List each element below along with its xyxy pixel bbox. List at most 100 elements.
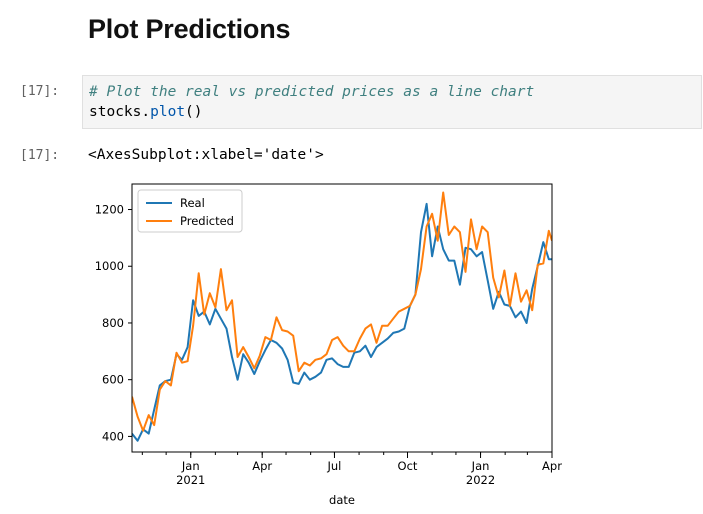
data-point-real — [492, 308, 494, 310]
data-point-predicted — [370, 323, 372, 325]
data-point-real — [197, 315, 199, 317]
data-point-predicted — [459, 231, 461, 233]
data-point-real — [542, 241, 544, 243]
data-point-real — [514, 316, 516, 318]
data-point-predicted — [475, 248, 477, 250]
x-tick-label: Oct — [398, 459, 418, 473]
y-tick-label: 800 — [102, 316, 124, 330]
data-point-real — [342, 366, 344, 368]
data-point-predicted — [486, 231, 488, 233]
data-point-real — [425, 203, 427, 205]
data-point-real — [159, 384, 161, 386]
data-point-predicted — [520, 300, 522, 302]
data-point-real — [286, 359, 288, 361]
data-point-predicted — [181, 361, 183, 363]
data-point-real — [236, 378, 238, 380]
data-point-predicted — [381, 325, 383, 327]
data-point-predicted — [414, 293, 416, 295]
data-point-predicted — [386, 325, 388, 327]
data-point-real — [459, 283, 461, 285]
code-comment: # Plot the real vs predicted prices as a… — [89, 84, 535, 100]
data-point-predicted — [336, 336, 338, 338]
data-point-predicted — [225, 309, 227, 311]
x-tick-label: Jan — [471, 459, 490, 473]
data-point-real — [220, 318, 222, 320]
data-point-predicted — [186, 360, 188, 362]
x-axis-label: date — [329, 493, 355, 507]
data-point-predicted — [342, 344, 344, 346]
data-point-real — [331, 357, 333, 359]
plot-area — [132, 191, 552, 442]
data-point-predicted — [353, 350, 355, 352]
code-function: plot — [150, 104, 186, 120]
data-point-real — [531, 288, 533, 290]
data-point-predicted — [492, 276, 494, 278]
data-point-real — [242, 353, 244, 355]
data-point-real — [275, 342, 277, 344]
data-point-predicted — [153, 424, 155, 426]
data-point-predicted — [292, 335, 294, 337]
data-point-predicted — [542, 262, 544, 264]
data-point-predicted — [548, 230, 550, 232]
data-point-predicted — [531, 309, 533, 311]
data-point-real — [348, 366, 350, 368]
data-point-real — [225, 327, 227, 329]
data-point-predicted — [409, 305, 411, 307]
data-point-real — [231, 356, 233, 358]
data-point-real — [136, 439, 138, 441]
x-tick-label: Apr — [542, 459, 562, 473]
code-comment-line: # Plot the real vs predicted prices as a… — [89, 82, 701, 102]
data-point-real — [481, 251, 483, 253]
data-point-predicted — [320, 357, 322, 359]
plot-frame — [131, 183, 553, 453]
data-point-predicted — [248, 356, 250, 358]
data-point-real — [475, 255, 477, 257]
data-point-real — [386, 337, 388, 339]
data-point-predicted — [436, 240, 438, 242]
data-point-real — [248, 361, 250, 363]
data-point-predicted — [392, 318, 394, 320]
data-point-predicted — [281, 329, 283, 331]
x-tick-label: Apr — [252, 459, 272, 473]
x-tick-label: Jul — [327, 459, 342, 473]
data-point-predicted — [214, 306, 216, 308]
data-point-real — [370, 356, 372, 358]
legend-label-real: Real — [180, 196, 205, 210]
x-tick-year-label: 2021 — [176, 473, 205, 487]
data-point-real — [314, 376, 316, 378]
y-tick-label: 1000 — [95, 259, 124, 273]
data-point-real — [431, 255, 433, 257]
data-point-predicted — [264, 336, 266, 338]
data-point-predicted — [537, 264, 539, 266]
data-point-predicted — [470, 218, 472, 220]
data-point-real — [403, 327, 405, 329]
data-point-predicted — [525, 289, 527, 291]
data-point-predicted — [175, 352, 177, 354]
data-point-real — [503, 303, 505, 305]
y-tick-label: 400 — [102, 429, 124, 443]
data-point-predicted — [147, 414, 149, 416]
data-point-predicted — [431, 213, 433, 215]
y-tick-label: 600 — [102, 373, 124, 387]
data-point-real — [292, 381, 294, 383]
data-point-predicted — [448, 234, 450, 236]
data-point-real — [381, 342, 383, 344]
data-point-predicted — [231, 299, 233, 301]
data-point-real — [398, 330, 400, 332]
legend: Real Predicted — [137, 189, 243, 233]
data-point-predicted — [270, 339, 272, 341]
output-prompt: [17]: — [20, 148, 60, 163]
data-point-real — [259, 360, 261, 362]
data-point-real — [325, 359, 327, 361]
data-point-predicted — [242, 346, 244, 348]
data-point-real — [153, 408, 155, 410]
data-point-predicted — [303, 361, 305, 363]
section-heading: Plot Predictions — [88, 14, 291, 44]
data-point-real — [253, 373, 255, 375]
data-point-real — [453, 259, 455, 261]
data-point-predicted — [375, 342, 377, 344]
data-point-predicted — [331, 339, 333, 341]
code-cell-input[interactable]: # Plot the real vs predicted prices as a… — [82, 75, 702, 129]
